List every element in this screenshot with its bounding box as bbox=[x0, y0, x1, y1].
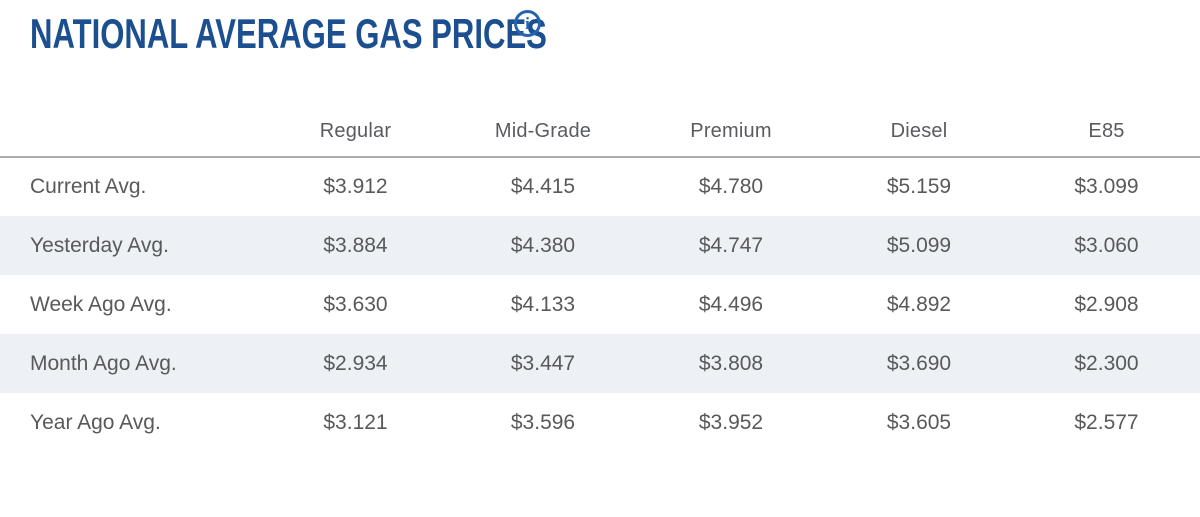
price-cell: $4.415 bbox=[510, 175, 576, 198]
price-cell: $2.934 bbox=[323, 351, 388, 375]
price-cell: $5.099 bbox=[886, 233, 952, 257]
column-header-e85: E85 bbox=[1088, 120, 1125, 142]
column-header-premium: Premium bbox=[690, 120, 772, 142]
price-cell: $3.447 bbox=[510, 351, 576, 375]
price-cell: $3.690 bbox=[886, 351, 952, 375]
table-row: Week Ago Avg. $3.630 $4.133 $4.496 $4.89… bbox=[0, 275, 1200, 334]
price-cell: $3.605 bbox=[886, 410, 952, 434]
price-cell: $3.121 bbox=[323, 410, 388, 434]
price-cell: $3.912 bbox=[323, 175, 388, 198]
page-title: NATIONAL AVERAGE GAS PRICES bbox=[30, 10, 547, 57]
row-label: Year Ago Avg. bbox=[30, 410, 161, 434]
table-row: Current Avg. $3.912 $4.415 $4.780 $5.159… bbox=[0, 157, 1200, 216]
price-cell: $3.808 bbox=[698, 351, 764, 375]
column-header-regular: Regular bbox=[319, 120, 392, 142]
price-cell: $4.892 bbox=[886, 292, 952, 316]
price-cell: $4.496 bbox=[698, 292, 764, 316]
row-label: Yesterday Avg. bbox=[30, 233, 169, 257]
price-cell: $3.952 bbox=[698, 410, 764, 434]
table-row: Year Ago Avg. $3.121 $3.596 $3.952 $3.60… bbox=[0, 393, 1200, 452]
price-cell: $3.884 bbox=[323, 233, 388, 257]
price-cell: $3.099 bbox=[1074, 175, 1139, 198]
info-icon[interactable]: i bbox=[514, 10, 541, 37]
price-cell: $3.060 bbox=[1074, 233, 1139, 257]
price-cell: $4.780 bbox=[698, 175, 764, 198]
price-cell: $5.159 bbox=[886, 175, 952, 198]
gas-prices-table: Regular Mid-Grade Premium Diesel E85 Cur… bbox=[0, 110, 1200, 452]
price-cell: $4.747 bbox=[698, 233, 764, 257]
price-cell: $3.630 bbox=[323, 292, 388, 316]
title-row: NATIONAL AVERAGE GAS PRICES i bbox=[0, 0, 1200, 110]
price-cell: $2.577 bbox=[1074, 410, 1139, 434]
table-row: Month Ago Avg. $2.934 $3.447 $3.808 $3.6… bbox=[0, 334, 1200, 393]
price-cell: $4.133 bbox=[510, 292, 576, 316]
price-cell: $2.300 bbox=[1074, 351, 1139, 375]
price-cell: $2.908 bbox=[1074, 292, 1139, 316]
table-row: Yesterday Avg. $3.884 $4.380 $4.747 $5.0… bbox=[0, 216, 1200, 275]
price-cell: $4.380 bbox=[510, 233, 576, 257]
row-label-header bbox=[0, 110, 262, 157]
price-cell: $3.596 bbox=[510, 410, 576, 434]
column-header-diesel: Diesel bbox=[890, 120, 948, 142]
column-header-midgrade: Mid-Grade bbox=[494, 120, 592, 142]
row-label: Month Ago Avg. bbox=[30, 351, 177, 375]
row-label: Current Avg. bbox=[30, 175, 147, 198]
row-label: Week Ago Avg. bbox=[30, 292, 172, 316]
header-row: Regular Mid-Grade Premium Diesel E85 bbox=[0, 110, 1200, 157]
